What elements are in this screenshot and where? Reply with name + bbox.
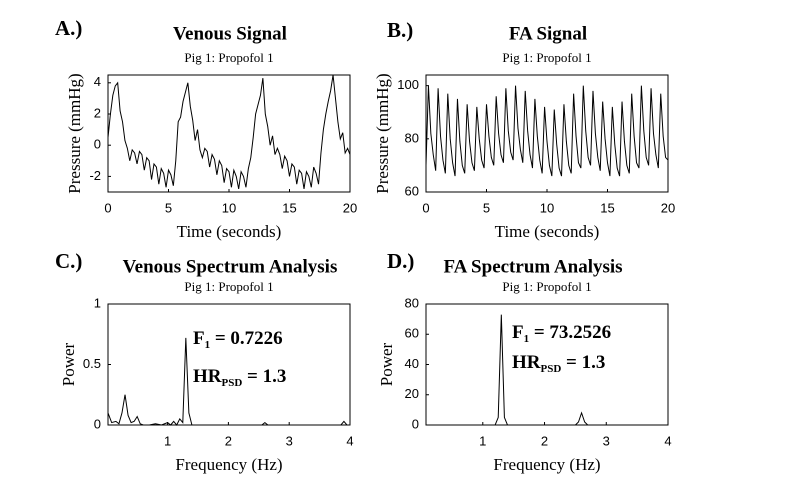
chart-subtitle: Pig 1: Propofol 1	[502, 50, 591, 65]
annotation: HRPSD = 1.3	[512, 352, 605, 374]
annotation-tail: = 73.2526	[529, 322, 611, 343]
x-axis-label: Time (seconds)	[177, 222, 282, 241]
annotation-tail: = 1.3	[561, 352, 605, 373]
x-tick-label: 5	[165, 200, 172, 215]
chart-title: FA Signal	[509, 23, 587, 44]
annotation: F1 = 73.2526	[512, 322, 611, 344]
plot-area	[425, 303, 669, 426]
annotation-main: F	[193, 328, 205, 349]
y-tick-label: 1	[94, 295, 101, 310]
x-tick-label: 15	[600, 200, 614, 215]
x-axis-label: Time (seconds)	[495, 222, 600, 241]
y-axis-label: Power	[377, 342, 396, 386]
signal-line	[107, 74, 351, 189]
x-tick-label: 20	[661, 200, 675, 215]
annotation-main: F	[512, 322, 524, 343]
x-tick-label: 4	[346, 433, 353, 448]
plot-area	[107, 303, 351, 426]
annotation-tail: = 0.7226	[210, 328, 283, 349]
x-tick-label: 2	[541, 433, 548, 448]
y-tick-label: 0	[94, 416, 101, 431]
chart-subtitle: Pig 1: Propofol 1	[502, 279, 591, 294]
x-tick-label: 0	[422, 200, 429, 215]
y-tick-label: 60	[405, 326, 419, 341]
chart-title: FA Spectrum Analysis	[443, 256, 622, 277]
annotation-main: HR	[512, 352, 541, 373]
y-tick-label: 40	[405, 356, 419, 371]
x-axis-label: Frequency (Hz)	[175, 455, 282, 474]
panel-label: A.)	[55, 16, 82, 40]
x-tick-label: 4	[664, 433, 671, 448]
annotation: F1 = 0.7226	[193, 328, 283, 350]
y-axis-label: Power	[59, 342, 78, 386]
x-tick-label: 15	[282, 200, 296, 215]
y-tick-label: 2	[94, 105, 101, 120]
x-tick-label: 10	[222, 200, 236, 215]
y-axis-label: Pressure (mmHg)	[65, 73, 84, 193]
annotation: HRPSD = 1.3	[193, 366, 286, 388]
chart-title: Venous Signal	[173, 23, 287, 44]
x-tick-label: 3	[286, 433, 293, 448]
chart-title: Venous Spectrum Analysis	[123, 256, 338, 277]
chart-subtitle: Pig 1: Propofol 1	[184, 279, 273, 294]
x-tick-label: 1	[479, 433, 486, 448]
x-tick-label: 0	[104, 200, 111, 215]
x-tick-label: 1	[164, 433, 171, 448]
panel-label: B.)	[387, 18, 413, 42]
y-tick-label: 4	[94, 74, 101, 89]
y-tick-label: 0	[94, 137, 101, 152]
panel-label: D.)	[387, 249, 414, 273]
x-axis-label: Frequency (Hz)	[493, 455, 600, 474]
y-axis-label: Pressure (mmHg)	[373, 73, 392, 193]
x-tick-label: 5	[483, 200, 490, 215]
y-tick-label: 80	[405, 130, 419, 145]
annotation-sub: PSD	[541, 363, 562, 375]
y-tick-label: 20	[405, 386, 419, 401]
y-tick-label: -2	[89, 168, 101, 183]
y-tick-label: 60	[405, 183, 419, 198]
y-tick-label: 100	[397, 77, 419, 92]
annotation-tail: = 1.3	[242, 366, 286, 387]
chart-subtitle: Pig 1: Propofol 1	[184, 50, 273, 65]
annotation-sub: 1	[205, 339, 211, 351]
plot-area	[425, 74, 669, 193]
x-tick-label: 3	[603, 433, 610, 448]
signal-line	[426, 314, 668, 426]
signal-line	[107, 337, 350, 426]
x-tick-label: 10	[540, 200, 554, 215]
panel-label: C.)	[55, 249, 82, 273]
y-tick-label: 0.5	[83, 356, 101, 371]
annotation-main: HR	[193, 366, 222, 387]
annotation-sub: PSD	[222, 377, 243, 389]
y-tick-label: 80	[405, 295, 419, 310]
x-tick-label: 2	[225, 433, 232, 448]
signal-line	[425, 85, 669, 177]
annotation-sub: 1	[524, 333, 530, 345]
x-tick-label: 20	[343, 200, 357, 215]
y-tick-label: 0	[412, 416, 419, 431]
